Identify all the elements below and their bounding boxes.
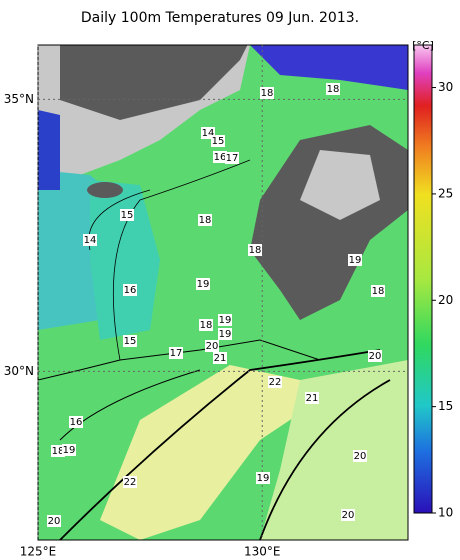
contour-label-bg	[123, 335, 137, 347]
contour-label: 22	[269, 377, 282, 388]
contour-label-bg	[341, 509, 355, 521]
contour-label-bg	[268, 376, 282, 388]
colorbar-tick-label: 30	[438, 80, 453, 94]
title: Daily 100m Temperatures 09 Jun. 2013.	[81, 10, 359, 26]
contour-label: 16	[124, 285, 137, 296]
contour-label-bg	[123, 476, 137, 488]
colorbar	[413, 44, 433, 514]
contour-label-bg	[169, 347, 183, 359]
map-frame	[37, 44, 409, 541]
colorbar-tick-label: 25	[438, 186, 453, 200]
contour-label: 17	[226, 153, 239, 164]
colorbar-tick-label: 15	[438, 399, 453, 413]
contour-label: 19	[349, 255, 362, 266]
contour-label: 18	[199, 215, 212, 226]
contour-label: 15	[124, 336, 137, 347]
contour-label-bg	[123, 284, 137, 296]
colorbar-tick-label: 10	[438, 506, 453, 520]
contour-label-bg	[225, 152, 239, 164]
contour-label: 15	[212, 136, 225, 147]
contour-label-bg	[51, 445, 65, 457]
contour-label: 18	[372, 286, 385, 297]
x-tick-label: 125°E	[20, 545, 57, 559]
contour-label: 18	[261, 88, 274, 99]
contour-label: 19	[219, 329, 232, 340]
colorbar-tick-label: 20	[438, 293, 453, 307]
contour-label: 16	[214, 152, 227, 163]
contour-label-bg	[256, 472, 270, 484]
contour-label-bg	[120, 209, 134, 221]
contour-label-bg	[213, 151, 227, 163]
contour-label-bg	[62, 444, 76, 456]
contour-label-bg	[218, 314, 232, 326]
contour-label: 21	[306, 393, 319, 404]
contour-label-bg	[205, 340, 219, 352]
y-tick-label: 35°N	[4, 92, 34, 106]
colorbar-unit: [°C]	[412, 39, 434, 52]
contour-label-bg	[371, 285, 385, 297]
contour-label: 20	[369, 351, 382, 362]
contour-label: 19	[257, 473, 270, 484]
contour-label: 14	[202, 128, 215, 139]
contour-label-bg	[326, 83, 340, 95]
contour-label: 18	[327, 84, 340, 95]
y-tick-label: 30°N	[4, 364, 34, 378]
contour-label-bg	[368, 350, 382, 362]
contour-label: 18	[200, 320, 213, 331]
contour-label: 20	[48, 516, 61, 527]
contour-label-bg	[218, 328, 232, 340]
contour-label-bg	[69, 416, 83, 428]
contour-label-bg	[199, 319, 213, 331]
contour-label-bg	[348, 254, 362, 266]
contour-label: 18	[249, 245, 262, 256]
contour-label: 16	[70, 417, 83, 428]
contour-label-bg	[196, 278, 210, 290]
contour-label-bg	[248, 244, 262, 256]
contour-label: 20	[342, 510, 355, 521]
contour-label-bg	[198, 214, 212, 226]
contour-label: 15	[121, 210, 134, 221]
contour-label-bg	[213, 352, 227, 364]
contour-label: 22	[124, 477, 137, 488]
contour-label: 19	[63, 445, 76, 456]
contour-label: 19	[197, 279, 210, 290]
contour-label: 17	[170, 348, 183, 359]
contour-label: 14	[84, 235, 97, 246]
contour-label-bg	[353, 450, 367, 462]
contour-label-bg	[83, 234, 97, 246]
contour-label-bg	[305, 392, 319, 404]
contour-label: 20	[354, 451, 367, 462]
contour-label: 18	[52, 446, 65, 457]
map-field	[38, 45, 408, 540]
contour-label-bg	[260, 87, 274, 99]
contour-label: 19	[219, 315, 232, 326]
contour-label-bg	[211, 135, 225, 147]
x-tick-label: 130°E	[244, 545, 281, 559]
contour-label-bg	[47, 515, 61, 527]
contour-label: 20	[206, 341, 219, 352]
contour-label: 21	[214, 353, 227, 364]
